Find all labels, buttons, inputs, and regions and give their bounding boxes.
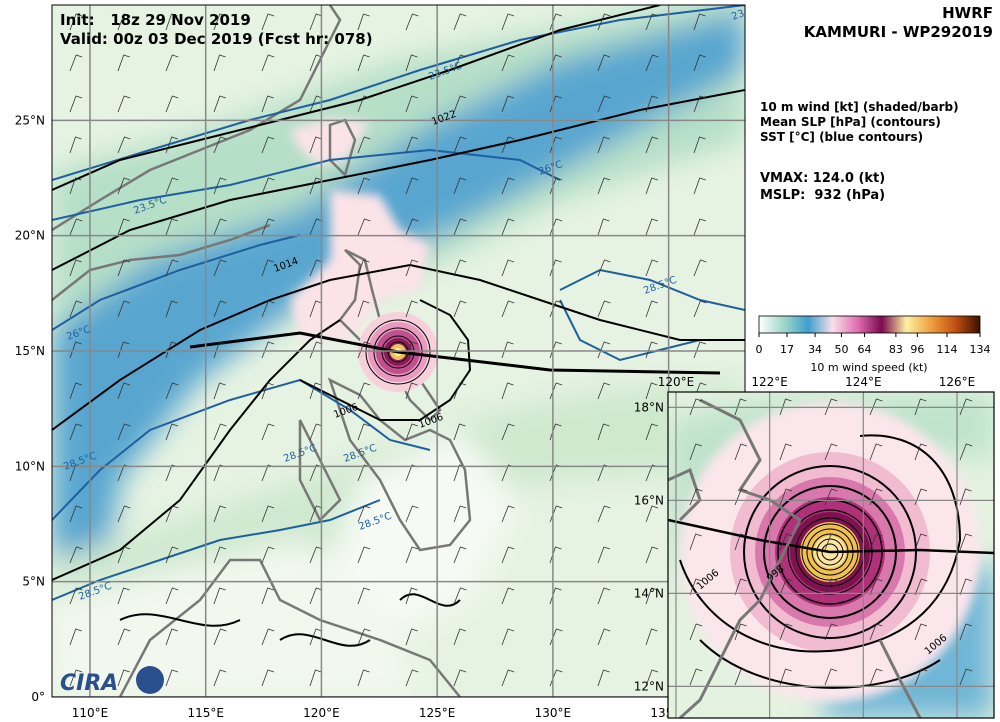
map-frame — [51, 4, 746, 698]
wind-barbs — [69, 13, 707, 687]
inset-wind-barbs — [689, 398, 973, 686]
lon-label: 120°E — [303, 706, 340, 720]
inset-lat-label: 14°N — [634, 586, 664, 600]
inset-lon-label: 124°E — [845, 375, 882, 389]
inset-land — [668, 398, 922, 718]
inset-lon-label: 120°E — [658, 375, 695, 389]
inset-lat-label: 12°N — [634, 679, 664, 693]
lat-label: 10°N — [15, 459, 45, 473]
logo: CIRA — [60, 666, 164, 696]
model-name: HWRF — [942, 4, 993, 22]
inset-lat-label: 16°N — [634, 493, 664, 507]
inset-lon-label: 126°E — [939, 375, 976, 389]
colorbar-scale — [758, 315, 981, 334]
colorbar-tick-label: 134 — [970, 343, 991, 356]
colorbar-label: 10 m wind speed (kt) — [810, 361, 927, 374]
legend-line: Mean SLP [hPa] (contours) — [760, 115, 941, 129]
lon-label: 110°E — [72, 706, 109, 720]
lon-label: 125°E — [419, 706, 456, 720]
colorbar-tick-label: 83 — [889, 343, 903, 356]
inset-lat-label: 18°N — [634, 400, 664, 414]
logo-text: CIRA — [60, 671, 118, 696]
colorbar-tick-label: 96 — [910, 343, 924, 356]
colorbar-tick-label: 64 — [858, 343, 872, 356]
mslp: MSLP: 932 (hPa) — [760, 188, 885, 203]
colorbar-tick-label: 0 — [756, 343, 763, 356]
colorbar: 10 m wind speed (kt) 0 17 34 50 64 83 96 114 134 — [756, 315, 991, 374]
inset-graticule — [668, 392, 994, 718]
storm-name: KAMMURI - WP292019 — [804, 23, 993, 41]
lon-label: 115°E — [187, 706, 224, 720]
valid-time: Valid: 00z 03 Dec 2019 (Fcst hr: 078) — [60, 30, 373, 48]
lat-label: 5°N — [22, 575, 45, 589]
contour-label: 23 — [730, 8, 746, 23]
lat-label: 0° — [31, 690, 45, 704]
lat-label: 15°N — [15, 344, 45, 358]
storm-track — [189, 331, 721, 375]
legend-line: 10 m wind [kt] (shaded/barb) — [760, 100, 959, 114]
lat-label: 25°N — [15, 113, 45, 127]
colorbar-tick-label: 34 — [808, 343, 822, 356]
legend-line: SST [°C] (blue contours) — [760, 130, 923, 144]
lon-label: 130°E — [535, 706, 572, 720]
inset-track — [668, 518, 994, 555]
colorbar-tick-label: 50 — [834, 343, 848, 356]
lat-label: 20°N — [15, 229, 45, 243]
axis-labels: 110°E115°E120°E125°E130°E135°E25°N20°N15… — [15, 113, 687, 720]
inset-lon-label: 122°E — [751, 375, 788, 389]
init-time: Init: 18z 29 Nov 2019 — [60, 11, 251, 29]
graticule — [52, 5, 745, 697]
colorbar-tick-label: 114 — [937, 343, 958, 356]
colorbar-tick-label: 17 — [780, 343, 794, 356]
main-map: 23.5°C102226°C23.5°C101428.5°C26°C28.5°C… — [52, 5, 746, 697]
inset-frame — [667, 391, 995, 719]
vmax: VMAX: 124.0 (kt) — [760, 171, 885, 186]
